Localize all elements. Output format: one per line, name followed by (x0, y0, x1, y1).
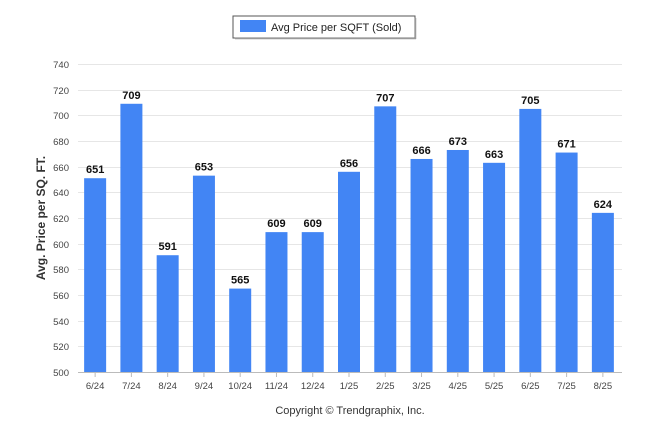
copyright-text: Copyright © Trendgraphix, Inc. (275, 405, 424, 417)
y-tick-label: 700 (53, 111, 69, 122)
data-label: 565 (231, 275, 249, 287)
bars (84, 103, 614, 373)
x-tick-label: 8/25 (594, 381, 613, 392)
bar[interactable] (519, 108, 542, 373)
data-label: 656 (340, 158, 358, 170)
y-tick-label: 680 (53, 137, 69, 148)
x-tick-label: 12/24 (301, 381, 325, 392)
y-tick-label: 660 (53, 163, 69, 174)
data-label: 673 (449, 136, 467, 148)
legend-swatch (240, 20, 266, 32)
y-tick-label: 740 (53, 60, 69, 71)
y-tick-label: 560 (53, 291, 69, 302)
y-axis-ticks: 500 520 540 560 580 600 620 640 660 680 700 720 740 (53, 60, 69, 379)
bar[interactable] (591, 212, 614, 372)
legend[interactable]: Avg Price per SQFT (Sold) (232, 15, 417, 40)
y-axis-title: Avg. Price per SQ. FT. (34, 156, 48, 280)
legend-label: Avg Price per SQFT (Sold) (271, 22, 401, 34)
y-tick-label: 540 (53, 317, 69, 328)
bar[interactable] (338, 171, 360, 372)
data-label: 609 (267, 218, 285, 230)
bar[interactable] (265, 232, 288, 372)
data-labels: 651 709 591 653 565 609 609 656 707 666 673 663 705 6… (86, 90, 613, 287)
x-tick-label: 6/25 (521, 381, 540, 392)
x-tick-label: 2/25 (376, 381, 395, 392)
data-label: 671 (557, 139, 575, 151)
bar[interactable] (120, 103, 143, 373)
data-label: 651 (86, 164, 104, 176)
x-tick-label: 7/24 (122, 381, 141, 392)
y-tick-label: 500 (53, 368, 69, 379)
x-tick-label: 3/25 (412, 381, 431, 392)
bar[interactable] (446, 149, 469, 372)
x-tick-label: 11/24 (265, 381, 288, 392)
bar[interactable] (555, 152, 578, 372)
data-label: 666 (412, 145, 430, 157)
data-label: 653 (195, 162, 213, 174)
y-tick-label: 580 (53, 265, 69, 276)
y-tick-label: 720 (53, 86, 69, 97)
x-tick-label: 9/24 (195, 381, 214, 392)
data-label: 705 (521, 95, 539, 107)
x-tick-label: 1/25 (340, 381, 359, 392)
y-tick-label: 620 (53, 214, 69, 225)
y-tick-label: 640 (53, 188, 69, 199)
bar[interactable] (410, 158, 433, 372)
data-label: 609 (304, 218, 322, 230)
x-axis-ticks: 6/24 7/24 8/24 9/24 10/24 11/24 12/24 1/25 2/25 3… (86, 372, 612, 392)
data-label: 707 (376, 92, 394, 104)
data-label: 624 (594, 199, 613, 211)
y-tick-label: 600 (53, 240, 69, 251)
x-tick-label: 7/25 (557, 381, 576, 392)
bar[interactable] (192, 175, 215, 372)
bar[interactable] (483, 162, 506, 372)
data-label: 591 (158, 241, 176, 253)
data-label: 709 (122, 90, 140, 102)
x-tick-label: 10/24 (228, 381, 252, 392)
bar[interactable] (374, 106, 397, 372)
x-tick-label: 8/24 (158, 381, 177, 392)
x-tick-label: 4/25 (449, 381, 468, 392)
y-tick-label: 520 (53, 342, 69, 353)
bar[interactable] (229, 288, 252, 372)
bar[interactable] (301, 232, 324, 372)
data-label: 663 (485, 149, 503, 161)
x-tick-label: 6/24 (86, 381, 105, 392)
bar[interactable] (84, 178, 107, 372)
x-tick-label: 5/25 (485, 381, 504, 392)
bar[interactable] (156, 255, 179, 372)
